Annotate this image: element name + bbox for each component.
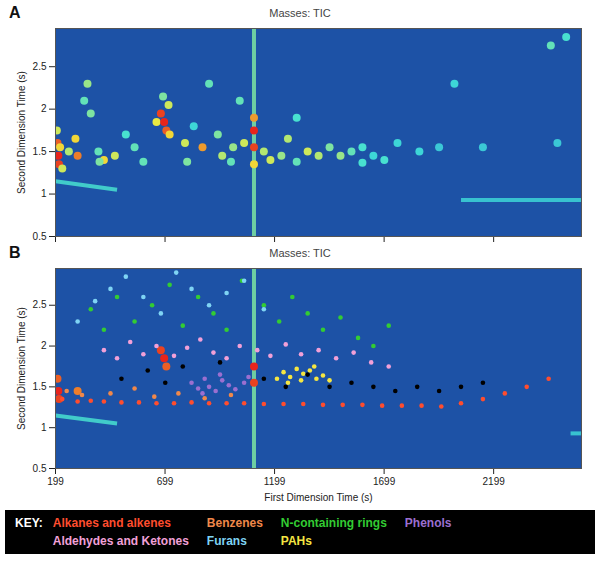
html-text:Benzenes: Benzenes: [206, 516, 263, 530]
svg-text:199: 199: [47, 476, 64, 487]
html-text:Masses: TIC: Masses: TIC: [269, 247, 331, 259]
svg-text:1.5: 1.5: [33, 146, 47, 157]
svg-text:0.5: 0.5: [33, 231, 47, 242]
html-text:Aldehydes and Ketones: Aldehydes and Ketones: [52, 534, 189, 548]
html-text:KEY:: KEY:: [15, 516, 43, 530]
svg-text:Second Dimension Time (s): Second Dimension Time (s): [16, 71, 27, 194]
html-text:N-containing rings: N-containing rings: [280, 516, 387, 530]
svg-text:2.5: 2.5: [33, 61, 47, 72]
html-text:B: B: [9, 244, 21, 261]
html-text:A: A: [9, 4, 21, 21]
svg-text:1199: 1199: [264, 476, 286, 487]
svg-text:First Dimension Time (s): First Dimension Time (s): [264, 492, 372, 503]
svg-text:1699: 1699: [373, 476, 396, 487]
svg-text:2: 2: [41, 103, 47, 114]
html-text:PAHs: PAHs: [280, 534, 312, 548]
svg-text:2199: 2199: [483, 476, 506, 487]
html-text:Masses: TIC: Masses: TIC: [269, 7, 331, 19]
svg-text:2.5: 2.5: [33, 299, 47, 310]
svg-text:1.5: 1.5: [33, 381, 47, 392]
html-text:Phenols: Phenols: [404, 516, 452, 530]
svg-text:2: 2: [41, 340, 47, 351]
svg-text:1: 1: [41, 422, 47, 433]
svg-text:0.5: 0.5: [33, 463, 47, 474]
svg-text:699: 699: [157, 476, 174, 487]
html-text:Alkanes and alkenes: Alkanes and alkenes: [52, 516, 171, 530]
svg-text:1: 1: [41, 188, 47, 199]
html-text:Furans: Furans: [206, 534, 247, 548]
svg-text:Second Dimension Time (s): Second Dimension Time (s): [16, 307, 27, 430]
